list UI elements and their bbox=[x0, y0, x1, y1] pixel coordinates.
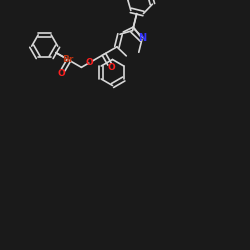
Text: O: O bbox=[57, 69, 65, 78]
Text: Br: Br bbox=[62, 55, 73, 64]
Text: N: N bbox=[138, 34, 146, 43]
Text: O: O bbox=[85, 58, 93, 67]
Text: O: O bbox=[108, 63, 115, 72]
